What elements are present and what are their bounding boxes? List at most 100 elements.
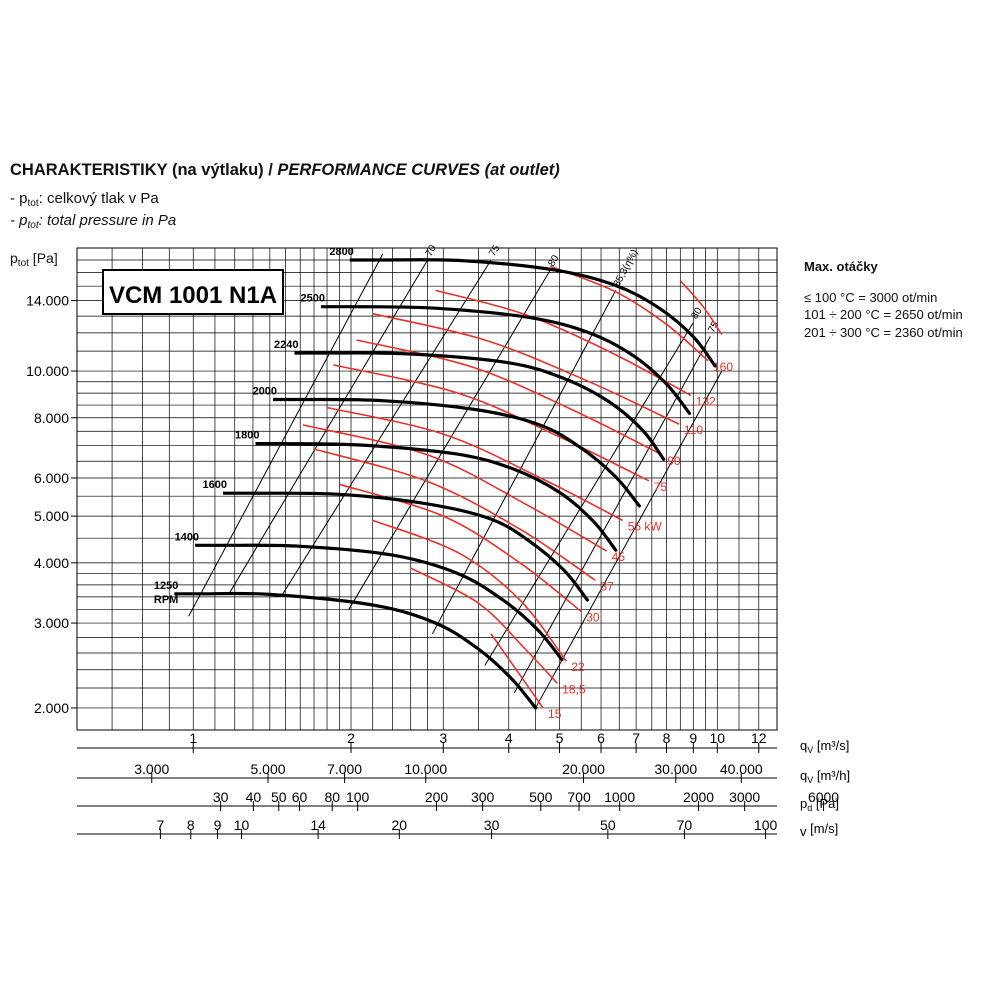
power-curve [549,265,709,362]
x-tick-label: 40.000 [720,761,763,777]
y-tick-label: 5.000 [34,508,69,524]
max-speed-line: ≤ 100 °C = 3000 ot/min [804,289,938,305]
power-curve [410,567,558,684]
power-label: 18,5 [562,682,586,696]
x-tick-label: 12 [751,730,767,746]
x-tick-label: 5 [556,730,564,746]
max-speed-line: 101 ÷ 200 °C = 2650 ot/min [804,307,963,322]
x-tick-label: 300 [471,789,495,805]
x-tick-label: 8 [663,730,671,746]
power-label: 132 [696,394,716,408]
rpm-label: 1400 [175,531,199,543]
chart-title: CHARAKTERISTIKY (na výtlaku) / PERFORMAN… [10,161,560,179]
power-curve [679,280,723,336]
power-label: 75 [654,480,668,494]
speed-curve [202,591,538,710]
x-axis-label: qV [m³/h] [800,768,850,785]
efficiency-label: 75 [706,319,721,334]
power-label: 22 [571,660,585,674]
model-label: VCM 1001 N1A [109,282,277,309]
rpm-label: 1600 [202,479,226,491]
rpm-label: 1250 [154,580,178,592]
y-tick-label: 10.000 [26,363,69,379]
efficiency-label: 70 [424,243,439,259]
power-label: 37 [600,579,614,593]
x-tick-label: 5.000 [250,761,285,777]
power-curve [339,483,582,613]
x-tick-label: 3000 [729,789,760,805]
grid [76,247,778,730]
x-tick-label: 50 [271,789,287,805]
speed-curve [378,258,717,368]
x-tick-label: 2000 [683,789,714,805]
x-tick-label: 4 [505,730,513,746]
speed-curve [349,305,692,415]
power-curve [372,312,680,425]
x-tick-label: 8 [187,817,195,833]
efficiency-label: 80 [546,253,561,269]
power-curve [302,424,608,552]
x-tick-label: 3.000 [134,761,169,777]
x-tick-label: 100 [346,789,370,805]
y-tick-label: 2.000 [34,700,69,716]
power-label: 55 kW [628,519,663,533]
y-tick-label: 6.000 [34,470,69,486]
power-label: 45 [612,550,626,564]
system-line [535,370,723,709]
x-axis-label: qV [m³/s] [800,738,849,755]
rpm-label: 2500 [301,293,325,305]
x-tick-label: 7 [632,730,640,746]
x-tick-label: 1000 [604,789,635,805]
power-label: 30 [586,611,600,625]
x-tick-label: 200 [425,789,449,805]
max-speed-note: Max. otáčky ≤ 100 °C = 3000 ot/min 101 ÷… [804,258,963,341]
speed-curve [283,442,618,552]
power-label: 160 [713,360,733,374]
model-box [102,269,284,315]
x-tick-label: 70 [677,817,693,833]
x-tick-label: 20.000 [562,761,605,777]
power-label: 110 [684,423,703,437]
x-axis-label: pd [Pa] [800,796,839,813]
power-label: 90 [667,454,681,468]
x-tick-label: 9 [689,730,697,746]
power-curve [372,519,567,662]
rpm-label: 2240 [274,339,298,351]
max-speed-title: Max. otáčky [804,259,878,274]
x-tick-label: 30.000 [654,761,697,777]
power-curve [313,448,596,581]
x-tick-label: 6000 [808,789,839,805]
power-curve [490,633,544,709]
speed-curve [223,543,564,662]
efficiency-label: 80 [689,306,704,322]
legend-line-czech: - ptot: celkový tlak v Pa [10,190,159,209]
x-tick-label: 2 [347,730,355,746]
speed-curve [251,491,589,602]
efficiency-line [280,259,492,598]
speed-curve [301,397,641,508]
rpm-label: 2000 [253,385,277,397]
x-tick-label: 10 [710,730,726,746]
x-tick-label: 6 [597,730,605,746]
efficiency-line [484,322,694,666]
model-label-box [102,269,284,315]
efficiency-line [228,259,429,595]
rpm-label: 1800 [235,430,259,442]
rpm-unit-label: RPM [154,594,178,606]
x-tick-label: 40 [246,789,262,805]
y-tick-label: 14.000 [26,293,69,309]
x-tick-label: 9 [214,817,222,833]
x-tick-label: 10 [234,817,250,833]
power-curve [333,364,650,482]
plot-frame [76,247,778,731]
legend-line-english: - ptot: total pressure in Pa [10,212,177,231]
x-tick-label: 3 [439,730,447,746]
power-curve [356,339,663,456]
x-tick-label: 700 [567,789,591,805]
y-axis-label: ptot [Pa] [10,250,58,269]
system-line [188,253,384,617]
x-tick-label: 60 [292,789,308,805]
x-tick-label: 500 [529,789,553,805]
x-tick-label: 30 [213,789,229,805]
